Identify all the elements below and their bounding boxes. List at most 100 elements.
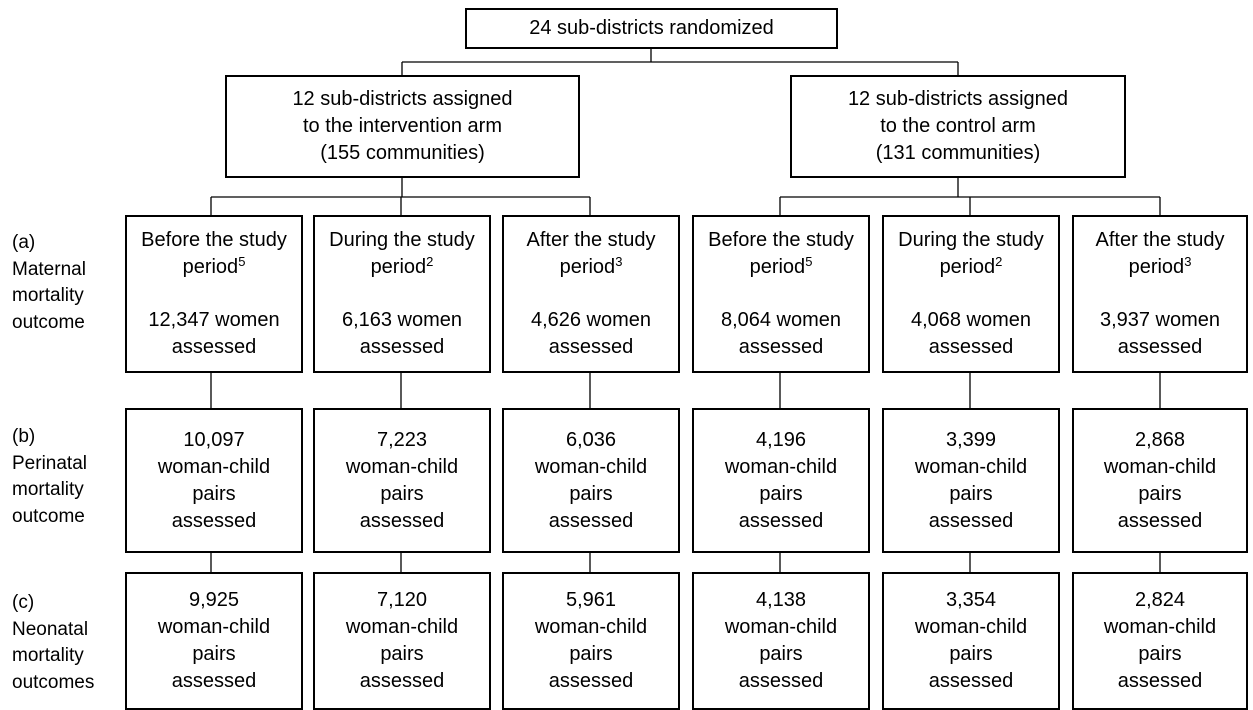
arm-text: (131 communities) (875, 142, 1041, 164)
footnote-marker: 3 (615, 254, 623, 269)
cell-body-line: pairs (1138, 643, 1182, 665)
cell-box: Before the study period5 8,064 women assess… (692, 215, 870, 373)
row-label-text: outcome (12, 311, 85, 333)
arm-text: to the control arm (880, 115, 1036, 137)
cell-body: 7,223 woman-child pairs assessed (346, 427, 458, 535)
cell-box: 2,824 woman-child pairs assessed (1072, 572, 1248, 710)
cell-body-line: 10,097 (183, 428, 245, 451)
cell-body-line: 6,036 (565, 428, 617, 451)
cell-box: 4,196 woman-child pairs assessed (692, 408, 870, 553)
cell-body-line: pairs (759, 482, 803, 505)
cell-box: 5,961 woman-child pairs assessed (502, 572, 680, 710)
cell-title: After the study period3 (1096, 227, 1225, 281)
cell-body: 5,961 woman-child pairs assessed (535, 587, 647, 695)
cell-title-text: period (182, 256, 239, 278)
cell-title-line: After the study (527, 227, 656, 254)
cell-body-line: woman-child (1103, 616, 1217, 638)
cell-body: 10,097 woman-child pairs assessed (158, 427, 270, 535)
connector (210, 552, 1161, 572)
arm-text: 12 sub-districts assigned (292, 88, 513, 110)
cell-title-text: After the study (526, 229, 656, 251)
cell-title-line: After the study (1096, 227, 1225, 254)
cell-title-line: Before the study (141, 227, 287, 254)
row-label-text: Neonatal (12, 618, 89, 640)
cell-box: 2,868 woman-child pairs assessed (1072, 408, 1248, 553)
cell-title-text: Before the study (141, 229, 287, 251)
cell-body-line: assessed (928, 336, 1014, 358)
cell-body: 4,138 woman-child pairs assessed (725, 587, 837, 695)
cell-title-line: During the study (898, 227, 1044, 254)
cell-box: During the study period2 4,068 women assess… (882, 215, 1060, 373)
cell-body-line: woman-child (534, 455, 648, 478)
cell-body: 2,824 woman-child pairs assessed (1104, 587, 1216, 695)
row-label-text: mortality (12, 479, 84, 500)
cell-body: 4,626 women assessed (531, 307, 651, 361)
row-label-text: (a) (12, 232, 36, 253)
top-box: 24 sub-districts randomized (465, 8, 838, 49)
row-label-text: mortality (12, 285, 84, 306)
connector (779, 177, 1161, 215)
cell-body-line: 3,937 women (1099, 309, 1221, 331)
cell-body-line: pairs (949, 482, 993, 505)
cell-title-text: During the study (329, 229, 475, 251)
cell-title-line: period2 (329, 254, 475, 281)
cell-body-line: pairs (192, 643, 236, 665)
cell-body-line: assessed (1117, 509, 1203, 532)
connector (210, 372, 1161, 408)
row-label-text: Maternal (12, 258, 86, 280)
cell-box: After the study period3 4,626 women assesse… (502, 215, 680, 373)
cell-box: 4,138 woman-child pairs assessed (692, 572, 870, 710)
cell-body: 9,925 woman-child pairs assessed (158, 587, 270, 695)
cell-body-line: 2,868 (1134, 428, 1186, 451)
top-label: 24 sub-districts randomized (529, 17, 774, 39)
cell-box: Before the study period5 12,347 women asses… (125, 215, 303, 373)
cell-title-line: During the study (329, 227, 475, 254)
cell-title: Before the study period5 (708, 227, 854, 281)
cell-title-text: After the study (1095, 229, 1225, 251)
cell-title: During the study period2 (329, 227, 475, 281)
cell-body-line: 7,120 (376, 589, 428, 611)
cell-box: 3,354 woman-child pairs assessed (882, 572, 1060, 710)
cell-title-text: period (939, 256, 996, 278)
cell-title-line: period3 (1096, 254, 1225, 281)
cell-body-line: woman-child (914, 455, 1028, 478)
cell-title-line: period5 (141, 254, 287, 281)
cell-body-line: pairs (949, 643, 993, 665)
cell-body-line: assessed (548, 509, 634, 532)
cell-body-line: 4,626 women (530, 309, 652, 331)
arm-text: 12 sub-districts assigned (847, 88, 1069, 110)
cell-title-line: period5 (708, 254, 854, 281)
cell-body: 2,868 woman-child pairs assessed (1104, 427, 1216, 535)
cell-body: 7,120 woman-child pairs assessed (346, 587, 458, 695)
cell-body-line: woman-child (157, 616, 271, 638)
cell-body-line: 6,163 women (341, 309, 463, 331)
cell-body-line: assessed (548, 336, 634, 358)
cell-body-line: 7,223 (376, 428, 428, 451)
row-label-text: Perinatal (12, 452, 87, 474)
cell-box: During the study period2 6,163 women assess… (313, 215, 491, 373)
cell-title-text: period (749, 256, 806, 278)
cell-body-line: 9,925 (188, 589, 240, 611)
cell-body-line: 3,354 (945, 589, 997, 611)
cell-body: 4,196 woman-child pairs assessed (725, 427, 837, 535)
cell-body: 3,937 women assessed (1100, 307, 1220, 361)
cell-title-text: period (559, 256, 616, 278)
arm-box: 12 sub-districts assigned to the interven… (225, 75, 580, 178)
footnote-marker: 2 (426, 254, 434, 269)
cell-body-line: assessed (359, 670, 445, 692)
cell-body-line: woman-child (345, 455, 459, 478)
cell-body-line: woman-child (914, 616, 1028, 638)
row-label-text: outcomes (12, 671, 95, 693)
cell-body-line: woman-child (345, 616, 459, 638)
footnote-marker: 2 (995, 254, 1003, 269)
cell-body-line: assessed (738, 670, 824, 692)
cell-title: During the study period2 (898, 227, 1044, 281)
cell-body-line: assessed (1117, 336, 1203, 358)
cell-box: 3,399 woman-child pairs assessed (882, 408, 1060, 553)
footnote-marker: 5 (238, 254, 246, 269)
cell-title-text: period (1128, 256, 1185, 278)
cell-title: Before the study period5 (141, 227, 287, 281)
cell-title-text: Before the study (708, 229, 854, 251)
cell-body-line: pairs (569, 643, 613, 665)
